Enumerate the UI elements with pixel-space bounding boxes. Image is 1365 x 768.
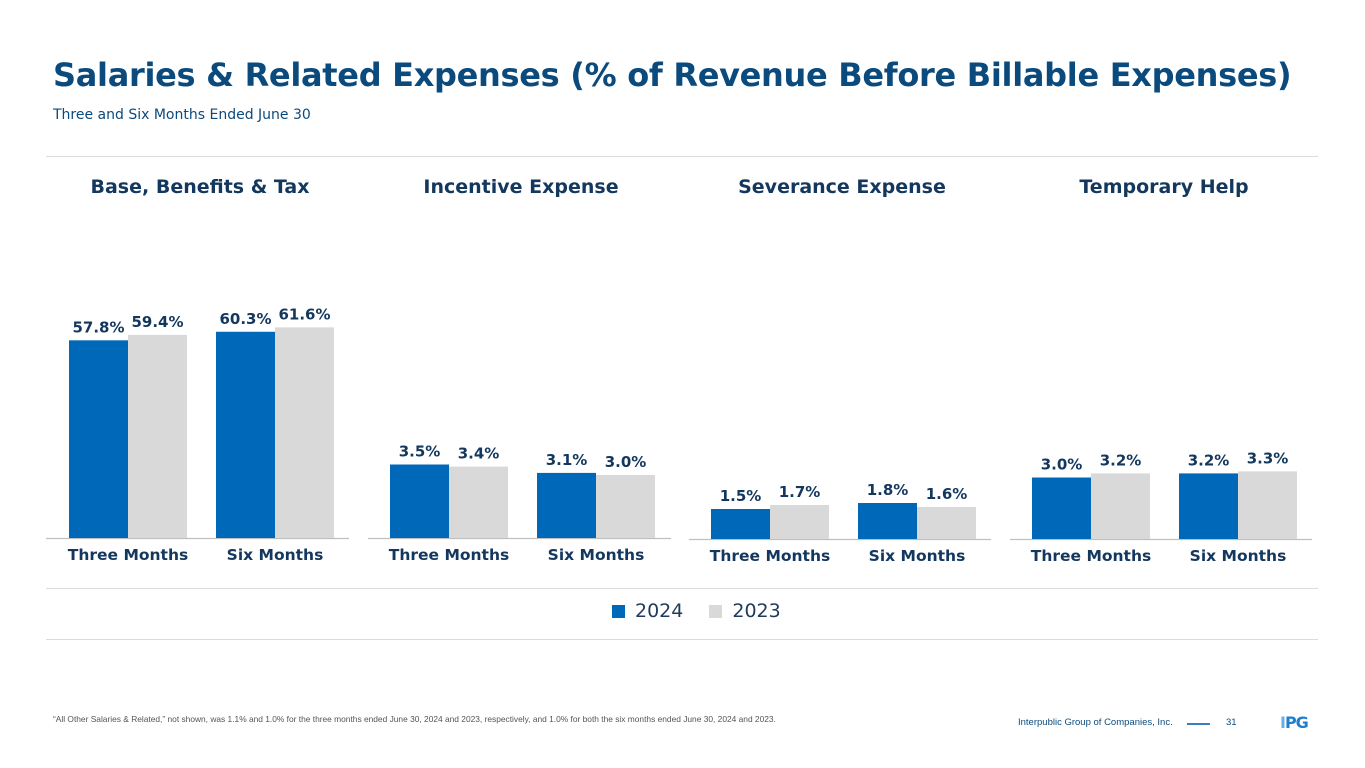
bar-2024-three-months: [69, 340, 128, 538]
data-label-2024-six-months: 3.1%: [546, 451, 588, 469]
page-number: 31: [1226, 717, 1237, 728]
logo-part-2: PG: [1284, 713, 1309, 732]
category-label-six-months: Six Months: [548, 546, 645, 564]
legend-item-2023: 2023: [709, 600, 781, 622]
footer-dash: [1187, 723, 1210, 725]
category-label-three-months: Three Months: [68, 546, 188, 564]
bar-2024-six-months: [1179, 473, 1238, 539]
panel-title-temporary-help: Temporary Help: [1079, 176, 1249, 198]
legend-label-2024: 2024: [635, 600, 684, 622]
legend-swatch-2023: [709, 604, 723, 618]
bar-2024-six-months: [216, 331, 275, 538]
category-label-six-months: Six Months: [227, 546, 324, 564]
legend-label-2023: 2023: [732, 600, 781, 622]
bar-2024-three-months: [1032, 477, 1091, 539]
bar-2023-six-months: [275, 327, 334, 538]
data-label-2023-three-months: 3.2%: [1100, 451, 1142, 469]
category-label-six-months: Six Months: [1190, 547, 1287, 565]
panel-title-severance-expense: Severance Expense: [738, 176, 946, 198]
data-label-2024-three-months: 57.8%: [72, 318, 124, 336]
data-label-2024-six-months: 3.2%: [1188, 451, 1230, 469]
data-label-2023-six-months: 3.3%: [1247, 449, 1289, 467]
category-label-three-months: Three Months: [1031, 547, 1151, 565]
legend-swatch-2024: [612, 604, 625, 618]
data-label-2023-three-months: 3.4%: [458, 445, 500, 463]
data-label-2023-three-months: 59.4%: [131, 313, 183, 331]
bar-2024-six-months: [537, 472, 596, 538]
chart-panel-2: 1.5% 1.7% Three Months 1.8% 1.6% Six Months: [689, 481, 991, 565]
chart-panel-3: 3.0% 3.2% Three Months 3.2% 3.3% Six Months: [1010, 449, 1312, 565]
bar-2024-three-months: [390, 464, 449, 538]
bar-2023-six-months: [1238, 471, 1297, 539]
data-label-2023-six-months: 1.6%: [926, 485, 968, 503]
category-label-six-months: Six Months: [869, 547, 966, 565]
data-label-2024-six-months: 1.8%: [867, 481, 909, 499]
bar-2023-three-months: [128, 334, 187, 538]
chart-panel-0: 57.8% 59.4% Three Months 60.3% 61.6% Six Mont…: [46, 305, 349, 564]
data-label-2024-three-months: 3.0%: [1041, 456, 1083, 474]
ipg-logo: IPG: [1280, 713, 1309, 732]
data-label-2023-six-months: 3.0%: [605, 453, 647, 471]
chart-legend: 2024 2023: [612, 600, 807, 622]
bar-charts: 57.8% 59.4% Three Months 60.3% 61.6% Six Mont…: [46, 305, 1312, 565]
bar-2024-three-months: [711, 509, 770, 539]
chart-panel-1: 3.5% 3.4% Three Months 3.1% 3.0% Six Months: [368, 443, 671, 564]
bar-2023-six-months: [596, 475, 655, 538]
category-label-three-months: Three Months: [389, 546, 509, 564]
panel-title-incentive-expense: Incentive Expense: [423, 176, 619, 198]
company-name: Interpublic Group of Companies, Inc.: [1018, 717, 1173, 728]
footnote: “All Other Salaries & Related,” not show…: [53, 714, 776, 724]
bar-2023-six-months: [917, 507, 976, 539]
data-label-2023-six-months: 61.6%: [278, 305, 330, 323]
top-divider: [46, 156, 1318, 157]
page-title: Salaries & Related Expenses (% of Revenu…: [53, 56, 1292, 94]
middle-divider: [46, 588, 1318, 589]
data-label-2023-three-months: 1.7%: [779, 483, 821, 501]
logo-part-1: I: [1280, 713, 1286, 732]
page-subtitle: Three and Six Months Ended June 30: [53, 107, 311, 123]
legend-item-2024: 2024: [612, 600, 683, 622]
data-label-2024-six-months: 60.3%: [219, 310, 271, 328]
data-label-2024-three-months: 1.5%: [720, 487, 762, 505]
bar-2023-three-months: [1091, 473, 1150, 539]
panel-title-base-benefits-tax: Base, Benefits & Tax: [90, 176, 310, 198]
bottom-divider: [46, 639, 1318, 640]
data-label-2024-three-months: 3.5%: [399, 443, 441, 461]
bar-2023-three-months: [449, 466, 508, 538]
category-label-three-months: Three Months: [710, 547, 830, 565]
bar-2024-six-months: [858, 503, 917, 539]
bar-2023-three-months: [770, 505, 829, 539]
